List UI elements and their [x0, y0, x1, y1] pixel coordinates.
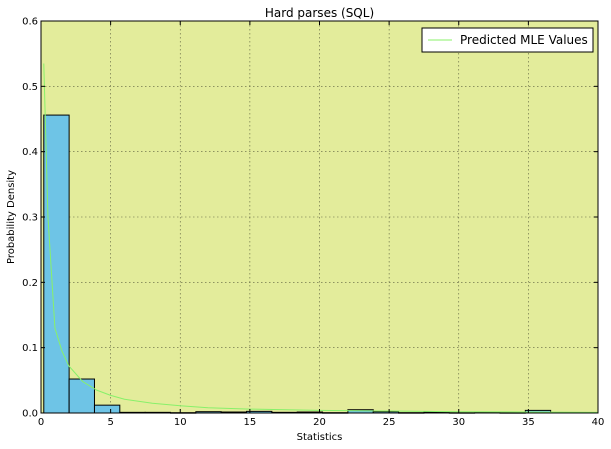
histogram-bar-1	[68, 378, 95, 414]
y-tick-label-6: 0.6	[22, 17, 38, 28]
histogram-bar-2	[93, 404, 121, 414]
grid	[41, 21, 598, 413]
y-tick-label-2: 0.2	[22, 278, 38, 289]
chart-title: Hard parses (SQL)	[265, 6, 374, 20]
y-axis-label: Probability Density	[6, 170, 17, 264]
mle-series-line	[43, 63, 599, 413]
x-tick-label-2: 10	[174, 417, 187, 428]
x-tick-label-5: 25	[383, 417, 396, 428]
legend: Predicted MLE Values	[421, 27, 594, 53]
y-tick-label-4: 0.4	[22, 147, 38, 158]
y-tick-label-0: 0.0	[22, 409, 38, 420]
x-tick-label-8: 40	[592, 417, 605, 428]
y-tick-label-5: 0.5	[22, 82, 38, 93]
x-tick-label-3: 15	[244, 417, 257, 428]
y-axis-ticks: 0.0 0.1 0.2 0.3 0.4 0.5 0.6	[22, 17, 598, 420]
x-axis-ticks: 0 5 10 15 20 25 30 35 40	[38, 21, 605, 428]
histogram-bar-0	[43, 114, 70, 414]
legend-label: Predicted MLE Values	[460, 33, 588, 47]
x-axis-label: Statistics	[297, 432, 343, 443]
x-tick-label-1: 5	[107, 417, 113, 428]
x-tick-label-0: 0	[38, 417, 44, 428]
x-tick-label-4: 20	[313, 417, 326, 428]
y-tick-label-1: 0.1	[22, 343, 38, 354]
x-tick-label-6: 30	[452, 417, 465, 428]
x-tick-label-7: 35	[522, 417, 535, 428]
y-tick-label-3: 0.3	[22, 213, 38, 224]
